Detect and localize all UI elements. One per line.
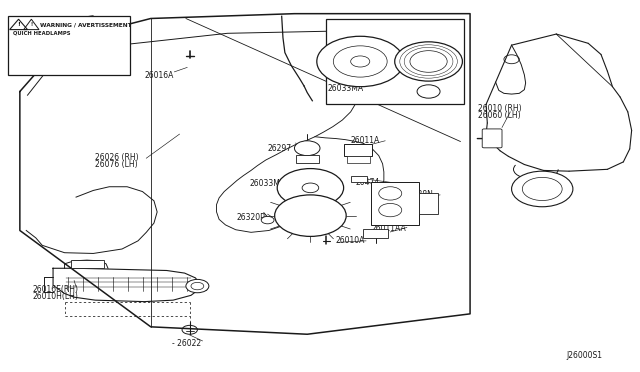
Circle shape — [410, 51, 447, 72]
Circle shape — [277, 169, 344, 207]
Text: 26026 (RH): 26026 (RH) — [95, 153, 139, 161]
Text: 26297: 26297 — [268, 144, 292, 153]
Text: 20474: 20474 — [356, 178, 380, 187]
Circle shape — [275, 195, 346, 236]
Circle shape — [417, 85, 440, 98]
Circle shape — [186, 279, 209, 293]
Circle shape — [302, 183, 319, 193]
Bar — [371, 182, 419, 225]
Text: WARNING / AVERTISSEMENT: WARNING / AVERTISSEMENT — [40, 22, 132, 27]
Circle shape — [261, 217, 274, 224]
Circle shape — [333, 46, 387, 77]
Text: 26016A: 26016A — [145, 71, 173, 80]
Text: 26060 (LH): 26060 (LH) — [478, 111, 521, 120]
Bar — [351, 176, 367, 182]
Text: 26320P: 26320P — [237, 213, 266, 222]
Circle shape — [511, 171, 573, 207]
Text: 26076 (LH): 26076 (LH) — [95, 160, 138, 169]
Circle shape — [522, 177, 562, 201]
FancyBboxPatch shape — [482, 129, 502, 148]
Circle shape — [191, 282, 204, 290]
Circle shape — [395, 42, 463, 81]
Bar — [364, 229, 388, 238]
Text: !: ! — [30, 22, 33, 27]
Text: 26011AA: 26011AA — [371, 224, 406, 233]
Text: QUICH HEADLAMPS: QUICH HEADLAMPS — [13, 31, 71, 36]
Text: 26010A: 26010A — [335, 236, 365, 246]
Circle shape — [294, 141, 320, 155]
Circle shape — [317, 36, 404, 87]
Text: 26011A: 26011A — [351, 136, 380, 145]
Bar — [419, 193, 438, 214]
Circle shape — [504, 55, 519, 64]
Bar — [296, 155, 319, 163]
Text: 26038N: 26038N — [403, 190, 433, 199]
Circle shape — [182, 326, 197, 334]
Circle shape — [379, 203, 402, 217]
Circle shape — [351, 56, 370, 67]
Text: !: ! — [17, 22, 20, 27]
Text: 26016E(RH): 26016E(RH) — [33, 285, 79, 294]
Text: 26029M: 26029M — [407, 45, 438, 54]
Text: - 26022: - 26022 — [172, 339, 201, 348]
Text: J26000S1: J26000S1 — [566, 351, 602, 360]
Bar — [71, 260, 104, 268]
Text: 26010H(LH): 26010H(LH) — [33, 292, 79, 301]
Bar — [347, 156, 370, 163]
Text: 26033M: 26033M — [250, 179, 280, 188]
Bar — [326, 19, 464, 105]
Text: 26059: 26059 — [38, 18, 62, 27]
Text: 26033MA: 26033MA — [328, 84, 364, 93]
Text: 26010 (RH): 26010 (RH) — [478, 104, 522, 113]
Circle shape — [379, 187, 402, 200]
Bar — [344, 144, 372, 156]
Bar — [8, 16, 130, 75]
